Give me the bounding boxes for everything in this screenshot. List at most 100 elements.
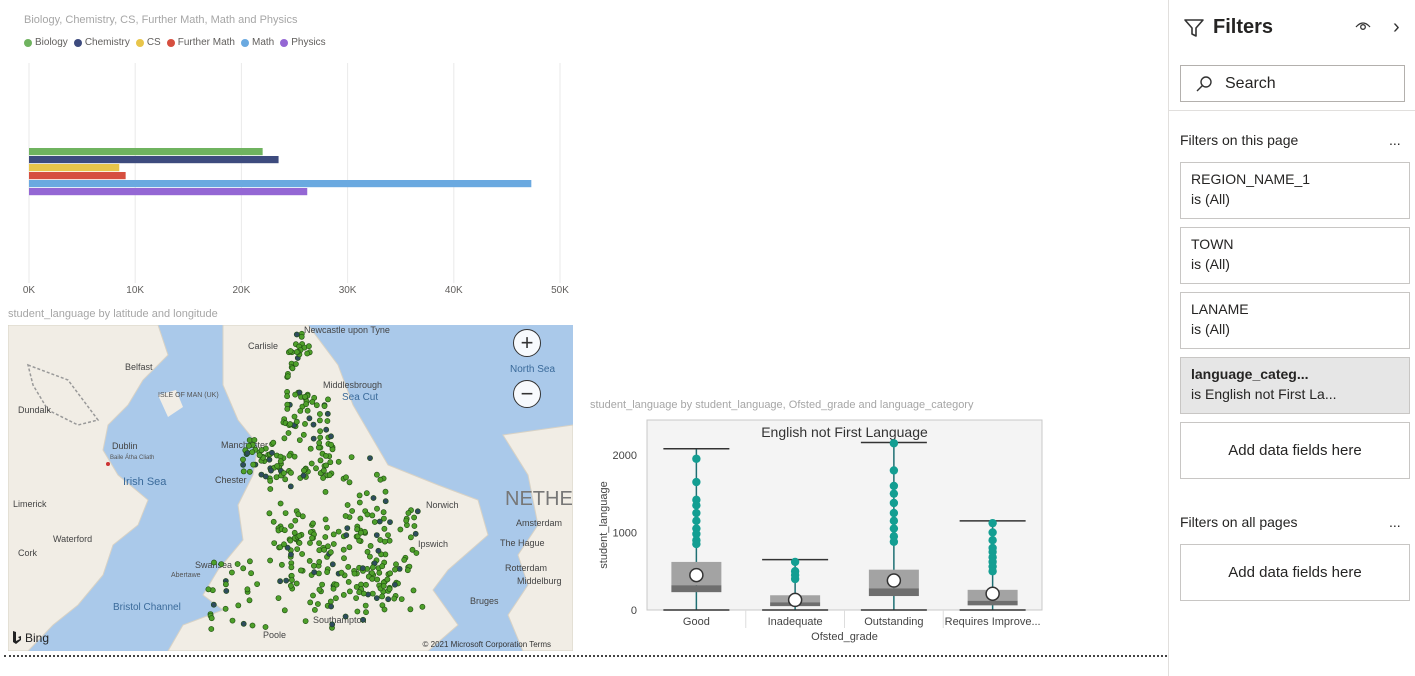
map-data-point[interactable]	[328, 603, 334, 610]
map-data-point[interactable]	[329, 561, 336, 568]
map-data-point[interactable]	[412, 530, 419, 537]
map-data-point[interactable]	[244, 450, 251, 457]
map-data-point[interactable]	[325, 396, 331, 403]
map-data-point[interactable]	[410, 587, 417, 594]
map-data-point[interactable]	[287, 348, 294, 354]
map-data-point[interactable]	[366, 553, 373, 560]
map-data-point[interactable]	[386, 537, 393, 544]
map-data-point[interactable]	[277, 458, 284, 465]
map-data-point[interactable]	[386, 586, 393, 592]
map-data-point[interactable]	[327, 459, 334, 466]
map-canvas[interactable]: Newcastle upon Tyne Carlisle Belfast ISLE O…	[8, 325, 573, 651]
map-data-point[interactable]	[371, 519, 378, 525]
map-data-point[interactable]	[297, 567, 304, 574]
map-data-point[interactable]	[287, 582, 294, 589]
boxplot-outlier[interactable]	[889, 439, 899, 448]
filter-card-town[interactable]: TOWN is (All)	[1180, 227, 1410, 284]
bar-further-math[interactable]	[29, 172, 126, 180]
map-data-point[interactable]	[293, 331, 300, 338]
map-data-point[interactable]	[403, 517, 410, 524]
map-data-point[interactable]	[288, 564, 295, 571]
map-data-point[interactable]	[354, 533, 361, 540]
boxplot-outlier[interactable]	[988, 518, 997, 528]
map-data-point[interactable]	[287, 421, 293, 427]
map-data-point[interactable]	[300, 467, 307, 474]
map-data-point[interactable]	[391, 581, 398, 588]
map-data-point[interactable]	[404, 567, 411, 574]
map-data-point[interactable]	[285, 430, 292, 436]
map-data-point[interactable]	[391, 595, 398, 602]
map-data-point[interactable]	[376, 569, 383, 576]
map-data-point[interactable]	[401, 556, 408, 563]
map-data-point[interactable]	[288, 469, 294, 476]
map-data-point[interactable]	[303, 401, 309, 407]
map-data-point[interactable]	[300, 431, 307, 438]
boxplot-outlier[interactable]	[889, 481, 899, 491]
map-data-point[interactable]	[356, 492, 363, 499]
filter-search-input[interactable]	[1223, 73, 1397, 94]
map-data-point[interactable]	[293, 418, 300, 425]
boxplot-outlier[interactable]	[692, 529, 701, 539]
map-data-point[interactable]	[287, 483, 294, 490]
map-data-point[interactable]	[310, 592, 316, 599]
boxplot-outlier[interactable]	[889, 537, 899, 546]
map-data-point[interactable]	[284, 393, 290, 400]
legend-item-math[interactable]: Math	[240, 37, 274, 48]
map-data-point[interactable]	[322, 516, 329, 523]
map-data-point[interactable]	[315, 570, 322, 577]
boxplot-box-lower[interactable]	[967, 600, 1018, 606]
map-data-point[interactable]	[269, 449, 275, 456]
map-data-point[interactable]	[310, 520, 316, 527]
filter-search-box[interactable]	[1180, 65, 1405, 102]
boxplot-outlier[interactable]	[692, 539, 701, 549]
map-data-point[interactable]	[302, 421, 308, 427]
map-data-point[interactable]	[324, 524, 330, 531]
map-data-point[interactable]	[287, 537, 294, 544]
map-data-point[interactable]	[342, 513, 349, 519]
map-data-point[interactable]	[293, 580, 300, 587]
map-data-point[interactable]	[234, 561, 241, 567]
map-data-point[interactable]	[321, 403, 328, 409]
map-data-point[interactable]	[316, 540, 322, 546]
map-data-point[interactable]	[407, 606, 414, 613]
map-data-point[interactable]	[275, 595, 282, 601]
zoom-out-button[interactable]: −	[513, 380, 541, 408]
map-data-point[interactable]	[357, 529, 364, 536]
map-data-point[interactable]	[317, 457, 324, 464]
map-data-point[interactable]	[266, 510, 273, 517]
map-data-point[interactable]	[359, 565, 366, 572]
map-data-point[interactable]	[382, 488, 389, 495]
map-data-point[interactable]	[288, 551, 294, 558]
map-data-point[interactable]	[296, 532, 303, 539]
map-data-point[interactable]	[374, 505, 380, 512]
map-data-point[interactable]	[317, 434, 324, 441]
map-data-point[interactable]	[316, 440, 323, 446]
map-data-point[interactable]	[208, 626, 215, 632]
map-data-point[interactable]	[326, 472, 333, 478]
boxplot-outlier[interactable]	[790, 557, 800, 567]
page-filters-more-button[interactable]: ...	[1389, 132, 1401, 148]
map-data-point[interactable]	[295, 511, 302, 518]
boxplot-outlier[interactable]	[692, 516, 701, 526]
legend-item-physics[interactable]: Physics	[280, 37, 326, 48]
map-data-point[interactable]	[248, 570, 254, 577]
map-data-point[interactable]	[297, 408, 304, 414]
map-data-point[interactable]	[369, 590, 376, 597]
all-filters-more-button[interactable]: ...	[1389, 514, 1401, 530]
map-data-point[interactable]	[387, 519, 393, 525]
map-data-point[interactable]	[286, 452, 293, 459]
filter-card-region-name[interactable]: REGION_NAME_1 is (All)	[1180, 162, 1410, 219]
map-data-point[interactable]	[327, 549, 334, 556]
map-data-point[interactable]	[316, 417, 323, 424]
map-data-point[interactable]	[304, 350, 311, 357]
map-data-point[interactable]	[292, 517, 299, 524]
map-data-point[interactable]	[363, 581, 369, 588]
map-data-point[interactable]	[218, 561, 225, 567]
map-data-point[interactable]	[208, 615, 215, 622]
map-data-point[interactable]	[373, 532, 380, 538]
map-data-point[interactable]	[323, 462, 329, 469]
map-data-point[interactable]	[419, 603, 426, 610]
map-data-point[interactable]	[291, 413, 298, 420]
map-data-point[interactable]	[356, 589, 363, 596]
map-data-point[interactable]	[313, 465, 319, 472]
